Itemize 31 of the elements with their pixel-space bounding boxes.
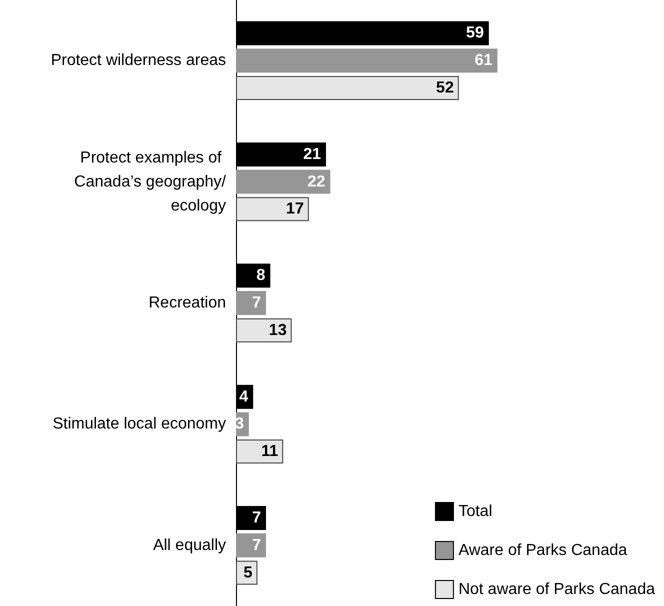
data-label: 4 [239, 388, 248, 406]
data-label: 17 [286, 200, 304, 218]
bar [236, 197, 309, 222]
bar [236, 440, 284, 464]
data-label: 52 [436, 79, 454, 96]
bar [236, 533, 266, 558]
y-tick-label: Protect examples of Canada’s geography/ecology [74, 149, 227, 214]
y-tick-label: Protect wilderness areas [50, 52, 226, 70]
data-label: 7 [252, 510, 262, 527]
legend-label: Aware of Parks Canada [458, 542, 628, 559]
data-label: 61 [474, 52, 493, 70]
data-label: 13 [268, 322, 287, 339]
data-label: 11 [261, 443, 278, 460]
data-label: 7 [252, 294, 262, 312]
data-label: 21 [303, 146, 322, 163]
bar [236, 48, 498, 73]
bar [236, 291, 266, 315]
bar [236, 170, 330, 194]
data-label: 59 [466, 24, 484, 42]
legend-label: Not aware of Parks Canada [458, 581, 656, 598]
data-label: 22 [307, 173, 326, 190]
bar [236, 318, 292, 342]
legend-label: Total [458, 503, 492, 520]
y-tick-label: All equally [153, 536, 226, 554]
y-tick-label: Stimulate local economy [52, 416, 226, 433]
data-label: 7 [252, 536, 262, 554]
data-label: 5 [244, 564, 253, 582]
y-tick-label: Recreation [148, 294, 226, 312]
data-label: 3 [234, 416, 244, 433]
bar [236, 76, 459, 100]
data-label: 8 [256, 267, 266, 284]
